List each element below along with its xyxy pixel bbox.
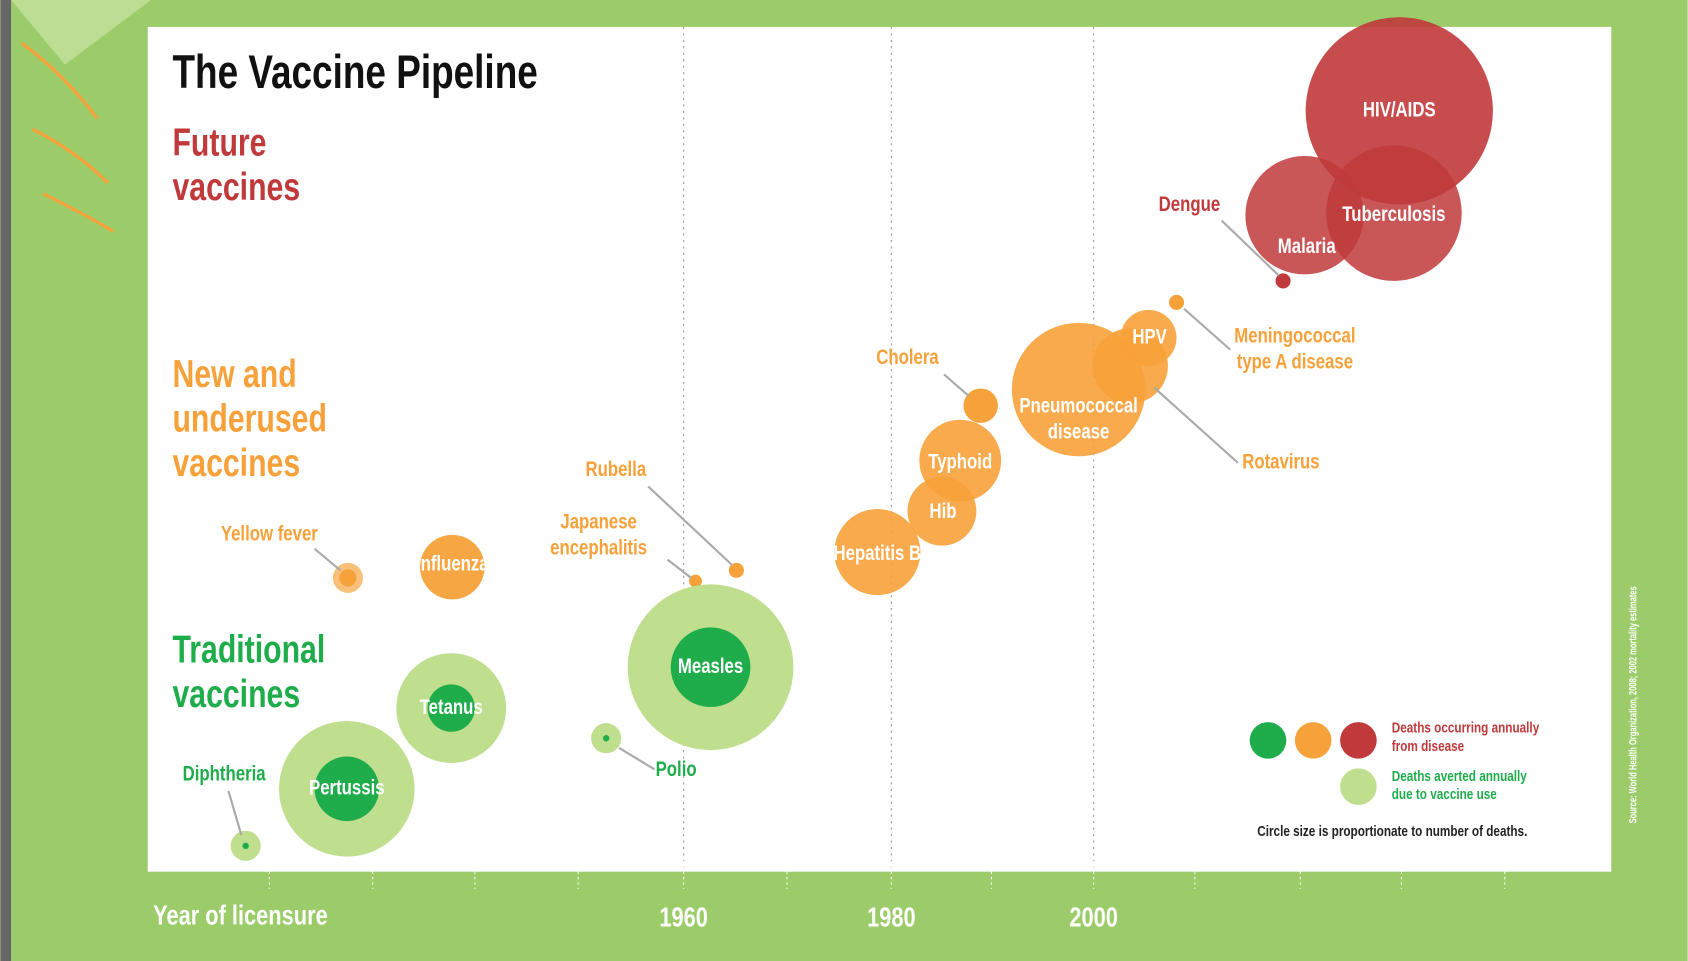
bubble: [963, 388, 998, 423]
vaccine-label: Hib: [929, 500, 956, 523]
decoration: [11, 0, 151, 65]
leader-line: [227, 790, 243, 836]
section-label: vaccines: [172, 674, 300, 716]
section-label: Future: [172, 122, 266, 164]
bubble: [670, 627, 751, 708]
vaccine-label: Meningococcal: [1234, 325, 1355, 348]
leader-line: [1153, 386, 1239, 464]
year-label: 1980: [867, 902, 916, 933]
vaccine-label: Polio: [656, 758, 697, 781]
bubble: [339, 569, 357, 587]
vaccine-label: Rubella: [586, 458, 647, 481]
bubble: [314, 756, 380, 822]
leader-line: [943, 373, 970, 397]
vaccine-label: Pneumococcal: [1019, 395, 1137, 418]
vaccine-label: Japanese: [560, 511, 637, 534]
legend-swatch: [1340, 768, 1377, 805]
bubble: [242, 842, 249, 850]
section-label: vaccines: [172, 443, 300, 485]
source: Source: World Health Organization, 2008;…: [1627, 586, 1639, 823]
year-label: 1960: [659, 902, 708, 933]
vaccine-label: Pertussis: [309, 777, 385, 800]
decoration: [20, 41, 115, 233]
bubble: [689, 574, 702, 588]
vaccine-label: Cholera: [876, 346, 939, 369]
vaccine-label: type A disease: [1237, 351, 1354, 374]
bubble: [1326, 145, 1462, 281]
vaccine-label: disease: [1048, 420, 1110, 443]
leader-line: [1220, 219, 1280, 277]
legend-label: Deaths occurring annually: [1392, 719, 1540, 736]
section-label: vaccines: [172, 167, 300, 209]
legend-swatch: [1340, 722, 1377, 759]
section-label: Traditional: [172, 629, 325, 671]
left-edge: [0, 0, 12, 961]
bubble: [834, 509, 921, 596]
bubble: [427, 684, 475, 732]
vaccine-label: HPV: [1132, 326, 1167, 349]
leader-line: [666, 558, 692, 579]
bubble: [602, 735, 610, 742]
axis-label: Year of licensure: [153, 900, 328, 931]
legend-label: Deaths averted annually: [1392, 768, 1528, 785]
vaccine-label: Rotavirus: [1242, 451, 1319, 474]
bubble: [1245, 156, 1364, 275]
bubble: [1011, 322, 1146, 457]
bubble: [1305, 17, 1493, 205]
vaccine-label: Influenza: [416, 553, 489, 576]
bubble: [1275, 273, 1291, 289]
vaccine-label: Tetanus: [420, 696, 483, 719]
vaccine-label: Dengue: [1159, 193, 1221, 216]
legend-note: Circle size is proportionate to number o…: [1257, 822, 1527, 839]
year-label: 2000: [1069, 902, 1118, 933]
vaccine-label: Yellow fever: [221, 523, 318, 546]
section-label: underused: [172, 398, 326, 440]
leader-line: [618, 747, 656, 771]
bubble: [1168, 294, 1185, 310]
vaccine-label: Tuberculosis: [1342, 203, 1445, 226]
section-label: New and: [172, 353, 296, 395]
legend-swatch: [1294, 722, 1332, 759]
vaccine-label: Malaria: [1278, 235, 1336, 258]
vaccine-label: Typhoid: [928, 451, 992, 474]
title: The Vaccine Pipeline: [172, 45, 537, 97]
bubble: [419, 534, 485, 600]
leader-line: [1183, 308, 1232, 351]
vaccine-label: Measles: [678, 655, 743, 678]
vaccine-label: Diphtheria: [183, 763, 266, 786]
vaccine-label: encephalitis: [550, 537, 647, 560]
vaccine-label: HIV/AIDS: [1363, 99, 1436, 122]
leader-line: [647, 485, 733, 566]
leader-line: [313, 548, 342, 572]
legend-label: due to vaccine use: [1392, 786, 1497, 803]
legend-label: from disease: [1392, 737, 1465, 754]
bubble: [728, 562, 744, 578]
bubble: [907, 476, 977, 546]
legend-swatch: [1249, 722, 1287, 759]
vaccine-label: Hepatitis B: [834, 542, 922, 565]
